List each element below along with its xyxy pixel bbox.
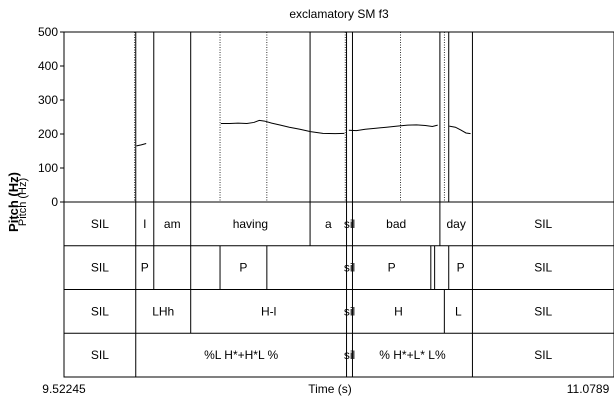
- tier-words-label: having: [233, 217, 268, 231]
- tier-tones-label: H: [394, 304, 403, 318]
- tier-words-label: SIL: [91, 217, 109, 231]
- tier-contour-label: % H*+L* L%: [379, 348, 446, 362]
- y-axis: 0 100 200 300 400 500: [38, 25, 64, 209]
- tier-contour-label: SIL: [91, 348, 109, 362]
- tier-accents-label: P: [457, 261, 465, 275]
- y-axis-label-group: Pitch (Hz) Pitch (Hz): [6, 172, 29, 232]
- y-tick-label-5: 500: [38, 25, 58, 39]
- tier-words-label: SIL: [534, 217, 552, 231]
- pitch-track: [136, 119, 471, 147]
- tier-contour-label: sil: [344, 348, 355, 362]
- tier-words-label: day: [446, 217, 465, 231]
- tier-accents-label: sil: [344, 261, 355, 275]
- tier-accents-label: P: [141, 261, 149, 275]
- tier-tones-label: L: [455, 304, 462, 318]
- y-tick-label-0: 0: [51, 195, 58, 209]
- pitch-segment-1: [220, 119, 345, 135]
- tier-accents-label: SIL: [91, 261, 109, 275]
- tier-tones-label: SIL: [91, 304, 109, 318]
- x-start-label: 9.52245: [42, 382, 86, 396]
- pitch-segment-2: [348, 124, 438, 132]
- tier-tones-label: H-l: [261, 304, 276, 318]
- tier-tones-label: LHh: [152, 304, 174, 318]
- y-tick-label-1: 100: [38, 161, 58, 175]
- tier-contour-label: %L H*+H*L %: [204, 348, 278, 362]
- y-axis-label: Pitch (Hz): [6, 172, 21, 232]
- x-axis-label: Time (s): [308, 382, 352, 396]
- tier-panel-frame: [63, 201, 614, 378]
- pitch-segment-0: [136, 143, 147, 147]
- tier-accents-label: P: [239, 261, 247, 275]
- tier-accents-label: P: [388, 261, 396, 275]
- y-tick-label-3: 300: [38, 93, 58, 107]
- y-axis-label-overprint: Pitch (Hz): [17, 178, 29, 226]
- y-tick-label-2: 200: [38, 127, 58, 141]
- pitch-segment-3: [449, 125, 471, 135]
- x-end-label: 11.0789: [567, 382, 610, 396]
- tier-tones-label: sil: [344, 304, 355, 318]
- y-tick-label-4: 400: [38, 59, 58, 73]
- pitch-panel-frame: [63, 31, 614, 203]
- tier-words-label: sil: [344, 217, 355, 231]
- chart-title: exclamatory SM f3: [289, 7, 389, 21]
- tier-accents-label: SIL: [534, 261, 552, 275]
- tier-words-label: bad: [386, 217, 406, 231]
- tier-contour-label: SIL: [534, 348, 552, 362]
- boundary-lines: [134, 32, 473, 202]
- tier-words-label: am: [164, 217, 181, 231]
- tier-words-label: I: [143, 217, 146, 231]
- tier-tones-label: SIL: [534, 304, 552, 318]
- tier-words-label: a: [325, 217, 332, 231]
